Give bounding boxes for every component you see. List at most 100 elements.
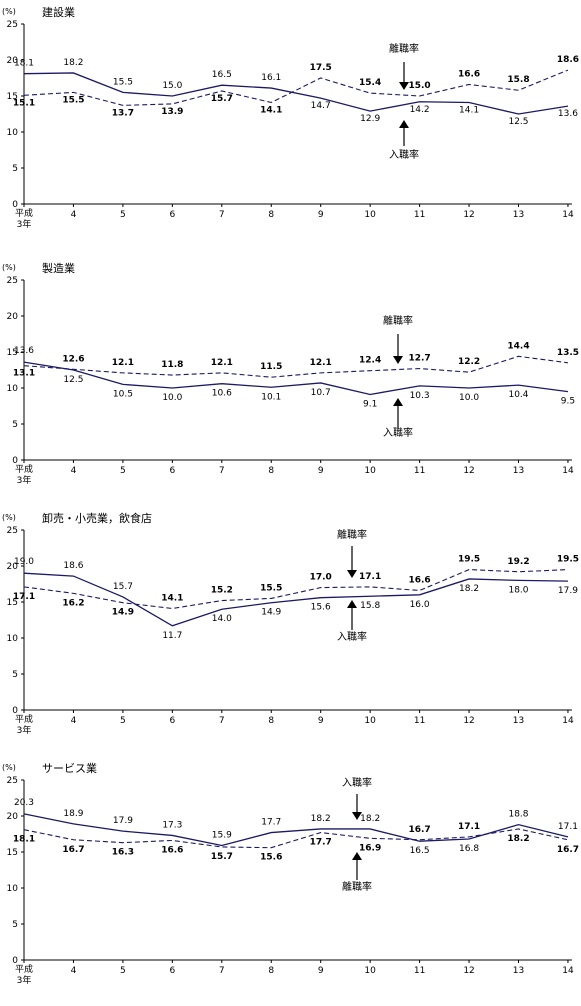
chart-panel-wholesale-retail: 卸売・小売業，飲食店 (%) 0 5 10 15 20 25 平成 3年 4 5 6 7 8 9 10 11 12 1… xyxy=(0,506,581,756)
data-label-rishoku: 12.4 xyxy=(359,356,381,366)
data-label-rishoku: 16.7 xyxy=(557,845,579,855)
series-line-nyushoku xyxy=(23,361,569,396)
x-tick-label: 平成 xyxy=(15,963,33,975)
x-tick-label: 13 xyxy=(513,716,524,726)
series-line-rishoku xyxy=(23,828,569,849)
x-tick-label: 4 xyxy=(71,210,77,220)
data-label-rishoku: 14.9 xyxy=(112,608,134,618)
data-label-rishoku: 17.1 xyxy=(359,572,381,582)
arrow-down-icon xyxy=(399,82,409,90)
data-label-rishoku: 15.2 xyxy=(211,586,233,596)
y-tick-label: 25 xyxy=(7,276,18,286)
data-label-rishoku: 16.2 xyxy=(62,598,84,608)
x-tick-label: 7 xyxy=(219,966,225,976)
y-axis-unit: (%) xyxy=(2,513,16,522)
x-tick-label: 6 xyxy=(169,966,175,976)
data-label-nyushoku: 9.1 xyxy=(363,399,377,409)
data-label-nyushoku: 20.3 xyxy=(14,798,34,808)
data-label-nyushoku: 15.7 xyxy=(113,582,133,592)
y-tick-label: 25 xyxy=(7,526,18,536)
arrow-up-icon xyxy=(399,120,409,128)
x-tick-label: 7 xyxy=(219,716,225,726)
y-tick-label: 15 xyxy=(7,598,18,608)
data-label-rishoku: 19.5 xyxy=(458,555,480,565)
data-label-nyushoku: 14.2 xyxy=(410,105,430,115)
data-label-rishoku: 17.1 xyxy=(458,822,480,832)
data-label-nyushoku: 16.5 xyxy=(212,70,232,80)
data-label-rishoku: 16.6 xyxy=(161,845,183,855)
chart-panel-services: サービス業 (%) 0 5 10 15 20 25 平成 3年 4 5 6 7 8 9 10 11 12 13 14 20… xyxy=(0,756,581,1006)
y-axis-unit: (%) xyxy=(2,7,16,16)
x-tick-label: 11 xyxy=(414,716,425,726)
data-label-rishoku: 15.7 xyxy=(211,94,233,104)
x-tick-label: 11 xyxy=(414,966,425,976)
data-label-rishoku: 16.9 xyxy=(359,843,381,853)
data-label-nyushoku: 14.9 xyxy=(261,608,281,618)
y-tick-label: 20 xyxy=(7,812,19,822)
x-tick-label: 14 xyxy=(562,466,574,476)
chart-title: サービス業 xyxy=(42,762,97,775)
x-tick-label: 12 xyxy=(463,466,474,476)
data-label-nyushoku: 12.5 xyxy=(63,375,83,385)
y-tick-label: 20 xyxy=(7,56,19,66)
data-label-nyushoku: 18.2 xyxy=(63,58,83,68)
chart-title: 卸売・小売業，飲食店 xyxy=(42,511,152,525)
chart-panel-manufacturing: 製造業 (%) 0 5 10 15 20 25 平成 3年 4 5 6 7 8 9 10 11 12 13 14 13.6… xyxy=(0,256,581,506)
series-line-rishoku xyxy=(23,69,569,106)
data-label-nyushoku: 19.0 xyxy=(14,557,34,567)
data-label-nyushoku: 16.1 xyxy=(261,73,281,83)
annotation-label: 入職率 xyxy=(342,776,372,789)
x-tick-label: 6 xyxy=(169,210,175,220)
series-line-nyushoku xyxy=(23,72,569,115)
data-label-nyushoku: 14.7 xyxy=(311,101,331,111)
data-label-nyushoku: 9.5 xyxy=(561,397,575,407)
data-label-rishoku: 12.1 xyxy=(112,358,134,368)
annotation-label: 離職率 xyxy=(383,314,413,327)
data-label-rishoku: 19.5 xyxy=(557,555,579,565)
x-tick-label: 6 xyxy=(169,466,175,476)
data-label-rishoku: 15.8 xyxy=(507,75,529,85)
data-label-rishoku: 15.6 xyxy=(260,853,282,863)
data-label-rishoku: 13.7 xyxy=(112,108,134,118)
y-tick-label: 5 xyxy=(12,670,18,680)
x-tick-label: 3年 xyxy=(17,974,32,986)
annotation-label: 離職率 xyxy=(389,42,419,55)
data-label-nyushoku: 18.2 xyxy=(311,814,331,824)
data-label-rishoku: 11.5 xyxy=(260,362,282,372)
data-label-rishoku: 12.6 xyxy=(62,354,84,364)
x-tick-label: 9 xyxy=(318,716,324,726)
annotation-label: 入職率 xyxy=(383,426,413,439)
data-label-nyushoku: 14.0 xyxy=(212,614,232,624)
y-tick-label: 10 xyxy=(7,128,19,138)
series-line-rishoku xyxy=(23,355,569,378)
data-label-rishoku: 12.2 xyxy=(458,357,480,367)
data-label-rishoku: 15.5 xyxy=(260,583,282,593)
y-axis-unit: (%) xyxy=(2,263,16,272)
x-tick-label: 9 xyxy=(318,210,324,220)
data-label-nyushoku: 10.3 xyxy=(410,391,430,401)
data-label-rishoku: 13.1 xyxy=(13,369,35,379)
data-label-rishoku: 16.6 xyxy=(408,575,430,585)
x-tick-label: 14 xyxy=(562,716,574,726)
x-tick-label: 4 xyxy=(71,466,77,476)
x-tick-label: 11 xyxy=(414,210,425,220)
arrow-up-icon xyxy=(393,398,403,406)
y-tick-label: 15 xyxy=(7,848,18,858)
x-tick-label: 5 xyxy=(120,716,126,726)
y-tick-label: 5 xyxy=(12,420,18,430)
x-tick-label: 11 xyxy=(414,466,425,476)
y-tick-label: 15 xyxy=(7,348,18,358)
data-label-nyushoku: 17.7 xyxy=(261,818,281,828)
data-label-nyushoku: 10.6 xyxy=(212,389,232,399)
data-label-rishoku: 16.7 xyxy=(62,845,84,855)
data-label-rishoku: 15.7 xyxy=(211,852,233,862)
data-label-nyushoku: 12.9 xyxy=(360,114,380,124)
y-tick-label: 10 xyxy=(7,884,19,894)
arrow-up-icon xyxy=(347,600,357,608)
data-label-rishoku: 17.0 xyxy=(310,573,332,583)
data-label-nyushoku: 16.5 xyxy=(410,846,430,856)
data-label-nyushoku: 11.7 xyxy=(162,631,182,641)
data-label-nyushoku: 15.6 xyxy=(311,603,331,613)
